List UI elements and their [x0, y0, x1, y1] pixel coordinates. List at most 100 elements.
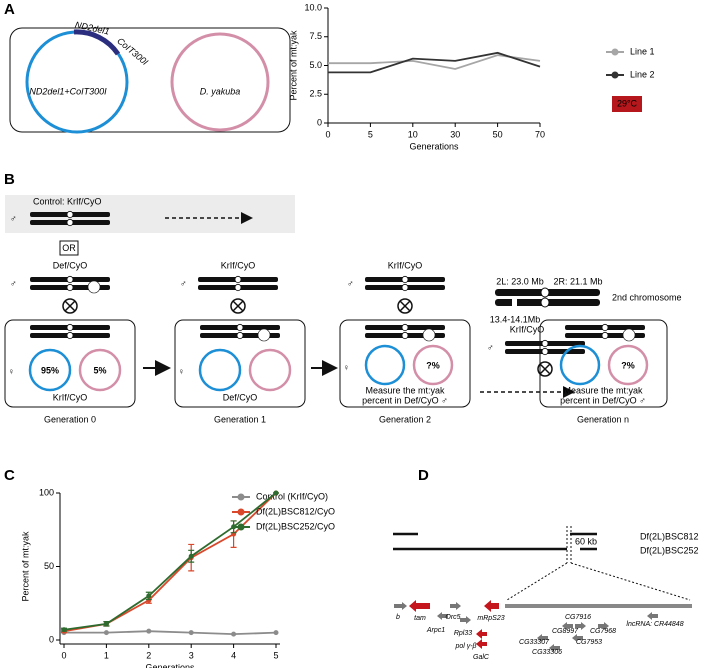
mito-percent: 5% [93, 365, 106, 375]
gene-arrow [437, 612, 448, 620]
mito-circle [364, 344, 406, 386]
gene-label: Orc5 [445, 614, 460, 621]
genotype-label: Def/CyO [53, 260, 88, 270]
y-tick-label: 10.0 [304, 2, 322, 12]
panel-a-box [9, 27, 291, 133]
gene-arrow [409, 600, 430, 612]
x-tick-label: 0 [61, 650, 66, 660]
gene-arrow [598, 622, 609, 630]
series-line [328, 51, 541, 74]
y-tick-label: 50 [44, 561, 54, 571]
x-tick-label: 0 [325, 129, 330, 139]
y-tick-label: 100 [39, 487, 54, 497]
zoom-line [570, 562, 691, 601]
sex-symbol: ♂ [347, 278, 354, 288]
gene-label: Rpl33 [454, 630, 472, 637]
control-label: Control: KrIf/CyO [33, 196, 102, 206]
deficiency-label: Df(2L)BSC252 [640, 545, 699, 555]
series-line [64, 630, 277, 636]
sex-symbol: ♂ [487, 342, 494, 352]
point [273, 490, 279, 496]
gene-arrow [476, 639, 487, 649]
sex-symbol: ♀ [178, 366, 185, 376]
generation-label: Generation 0 [44, 414, 96, 424]
chr-arm-label: 2L: 23.0 Mb [496, 276, 544, 286]
gene-label: mRpS23 [477, 615, 504, 622]
gene-label: CG7953 [576, 639, 602, 646]
deletion-gap [512, 298, 517, 307]
x-tick-label: 30 [450, 129, 460, 139]
mito-circle [170, 32, 270, 132]
legend-label: Line 1 [630, 46, 655, 56]
chromosome-pair [30, 276, 110, 293]
chromosome-pair [200, 324, 280, 341]
gene-label: pol γ-β [454, 643, 476, 650]
x-tick-label: 4 [231, 650, 236, 660]
point [146, 628, 152, 634]
x-tick-label: 2 [146, 650, 151, 660]
genotype-label: KrIf/CyO [53, 392, 88, 402]
legend-marker [237, 523, 245, 531]
x-tick-label: 1 [104, 650, 109, 660]
legend-label: Df(2L)BSC252/CyO [256, 521, 335, 531]
generation-label: Generation 2 [379, 414, 431, 424]
mito-percent: ?% [621, 360, 635, 370]
y-tick-label: 5.0 [309, 60, 322, 70]
mito-label: ND2del1+CoIT300I [29, 86, 107, 96]
x-tick-label: 10 [408, 129, 418, 139]
gene-arrow [549, 644, 560, 652]
cross-symbol [397, 298, 413, 314]
x-tick-label: 50 [493, 129, 503, 139]
mito-circle [248, 348, 292, 392]
centromere [540, 287, 550, 298]
series-line [63, 492, 277, 633]
gene-label: CG8997 [552, 628, 579, 635]
panel-label: B [4, 171, 15, 188]
gene-label: CG7916 [565, 614, 591, 621]
legend-label: Control (KrIf/CyO) [256, 491, 328, 501]
chr-arm-label: 2R: 21.1 Mb [553, 276, 602, 286]
panel-label: D [418, 467, 429, 484]
gene-arrow [484, 600, 499, 612]
gene-label: GalC [473, 654, 490, 661]
generation-box [339, 319, 471, 408]
genotype-label: KrIf/CyO [221, 260, 256, 270]
annotation: 29°C [617, 98, 638, 108]
genotype-label: Def/CyO [223, 392, 258, 402]
mito-circle [559, 344, 601, 386]
x-tick-label: 5 [368, 129, 373, 139]
gene-arc [73, 29, 121, 56]
chr-name: 2nd chromosome [612, 292, 682, 302]
chromosome-pair [29, 323, 111, 340]
mito-circle [198, 348, 242, 392]
legend-marker [611, 48, 619, 56]
panel-label: C [4, 467, 15, 484]
sex-symbol: ♀ [8, 366, 15, 376]
gene-arrow [647, 612, 658, 620]
gene-arrow [562, 622, 573, 630]
gene-label: b [396, 614, 400, 621]
gene-label: CG7968 [590, 628, 616, 635]
point [188, 630, 194, 636]
gene-label: CG33307 [519, 639, 550, 646]
genotype-label: KrIf/CyO [510, 324, 545, 334]
sex-symbol: ♂ [10, 278, 17, 288]
sex-symbol: ♂ [180, 278, 187, 288]
y-tick-label: 2.5 [309, 89, 322, 99]
mito-circle [78, 348, 122, 392]
note: percent in Def/CyO ♂ [362, 395, 448, 405]
gene-bar [505, 604, 692, 608]
point [103, 621, 109, 627]
legend-label: Df(2L)BSC812/CyO [256, 506, 335, 516]
panel-label: A [4, 1, 15, 18]
generation-label: Generation 1 [214, 414, 266, 424]
note: Measure the mt:yak [563, 385, 643, 395]
generation-box [4, 319, 136, 408]
note: percent in Def/CyO ♂ [560, 395, 646, 405]
mito-circle [28, 348, 72, 392]
legend-marker [237, 493, 245, 501]
centromere [540, 297, 550, 308]
point [273, 630, 279, 636]
mito-circle [607, 344, 649, 386]
